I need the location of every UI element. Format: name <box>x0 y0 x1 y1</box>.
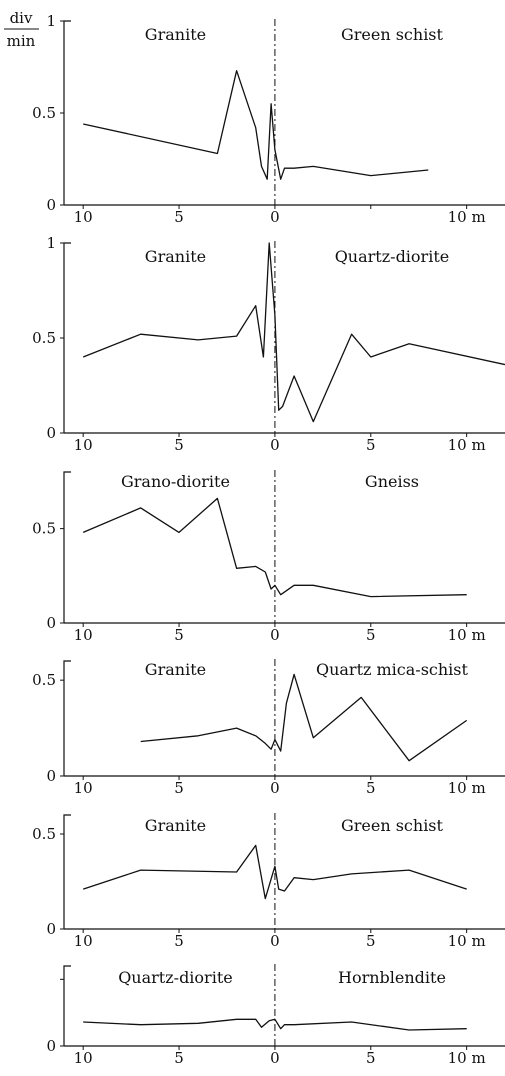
right-rock-label: Green schist <box>341 25 444 44</box>
chart-panel-4: 0 0.5 10 5 0 5 10 m Granite Quartz mica-schist <box>32 659 505 797</box>
data-series-line <box>83 70 429 180</box>
x-tick-label: 5 <box>174 932 184 950</box>
y-tick-label: 0.5 <box>32 671 56 689</box>
x-tick-label: 10 <box>74 208 93 226</box>
x-tick-label: 10 m <box>448 932 486 950</box>
right-rock-label: Gneiss <box>365 472 419 491</box>
data-series-line <box>140 673 468 762</box>
x-tick-label: 0 <box>270 208 280 226</box>
y-axis <box>63 20 71 205</box>
data-series-line <box>82 242 505 423</box>
data-series-line <box>83 1018 467 1031</box>
chart-panel-6: 0 10 5 0 5 10 m Quartz-diorite Hornblendite <box>46 964 505 1067</box>
x-tick-label: 5 <box>174 208 184 226</box>
y-tick-label: 0 <box>46 767 56 785</box>
x-tick-label: 5 <box>174 626 184 644</box>
x-tick-label: 10 <box>74 1049 93 1067</box>
x-tick-label: 10 m <box>448 1049 486 1067</box>
x-tick-label: 5 <box>366 779 376 797</box>
left-rock-label: Granite <box>145 247 206 266</box>
x-tick-label: 10 m <box>448 779 486 797</box>
x-tick-label: 10 m <box>448 208 486 226</box>
x-tick-label: 5 <box>366 1049 376 1067</box>
y-tick-label: 0 <box>46 920 56 938</box>
y-tick-label: 0 <box>46 424 56 442</box>
x-tick-label: 5 <box>366 626 376 644</box>
x-tick-label: 0 <box>270 626 280 644</box>
chart-panel-2: 0 0.5 1 10 5 0 5 10 m Granite Quartz-diorite <box>32 234 505 454</box>
x-tick-label: 10 m <box>448 626 486 644</box>
left-rock-label: Grano-diorite <box>121 472 230 491</box>
y-tick-label: 0.5 <box>32 329 56 347</box>
y-tick-label: 1 <box>46 234 56 252</box>
y-unit-numerator: div <box>10 9 33 27</box>
x-tick-label: 10 m <box>448 436 486 454</box>
x-tick-label: 5 <box>366 932 376 950</box>
left-rock-label: Granite <box>145 660 206 679</box>
y-axis <box>63 660 71 776</box>
right-rock-label: Green schist <box>341 816 444 835</box>
chart-panel-1: 0 0.5 1 10 5 0 10 m Granite Green schist <box>32 12 505 226</box>
y-tick-label: 0 <box>46 1037 56 1055</box>
y-axis <box>63 471 71 623</box>
x-tick-label: 5 <box>366 436 376 454</box>
x-tick-label: 0 <box>270 1049 280 1067</box>
y-unit-denominator: min <box>7 32 36 50</box>
x-tick-label: 5 <box>174 1049 184 1067</box>
x-tick-label: 0 <box>270 436 280 454</box>
y-tick-label: 0.5 <box>32 825 56 843</box>
y-tick-label: 0 <box>46 614 56 632</box>
x-tick-label: 5 <box>174 436 184 454</box>
chart-panel-3: 0 0.5 10 5 0 5 10 m Grano-diorite Gneiss <box>32 470 505 644</box>
chart-panel-5: 0 0.5 10 5 0 5 10 m Granite Green schist <box>32 813 505 950</box>
y-tick-label: 0 <box>46 196 56 214</box>
y-axis <box>63 242 71 433</box>
x-tick-label: 0 <box>270 932 280 950</box>
data-series-line <box>82 844 467 900</box>
right-rock-label: Hornblendite <box>338 968 446 987</box>
x-tick-label: 10 <box>74 436 93 454</box>
y-axis <box>63 814 71 929</box>
y-unit-label: div min <box>4 9 39 50</box>
y-tick-label: 1 <box>46 12 56 30</box>
left-rock-label: Quartz-diorite <box>118 968 233 987</box>
x-tick-label: 10 <box>74 779 93 797</box>
x-tick-label: 10 <box>74 932 93 950</box>
chart-panels: 0 0.5 1 10 5 0 10 m Granite Green schist 0 0.5 1 10 5… <box>32 12 505 1067</box>
left-rock-label: Granite <box>145 816 206 835</box>
right-rock-label: Quartz-diorite <box>335 247 450 266</box>
y-axis <box>63 965 71 1046</box>
x-tick-label: 5 <box>174 779 184 797</box>
y-tick-label: 0.5 <box>32 104 56 122</box>
left-rock-label: Granite <box>145 25 206 44</box>
x-tick-label: 10 <box>74 626 93 644</box>
right-rock-label: Quartz mica-schist <box>316 660 469 679</box>
data-series-line <box>82 497 467 598</box>
x-tick-label: 0 <box>270 779 280 797</box>
y-tick-label: 0.5 <box>32 520 56 538</box>
